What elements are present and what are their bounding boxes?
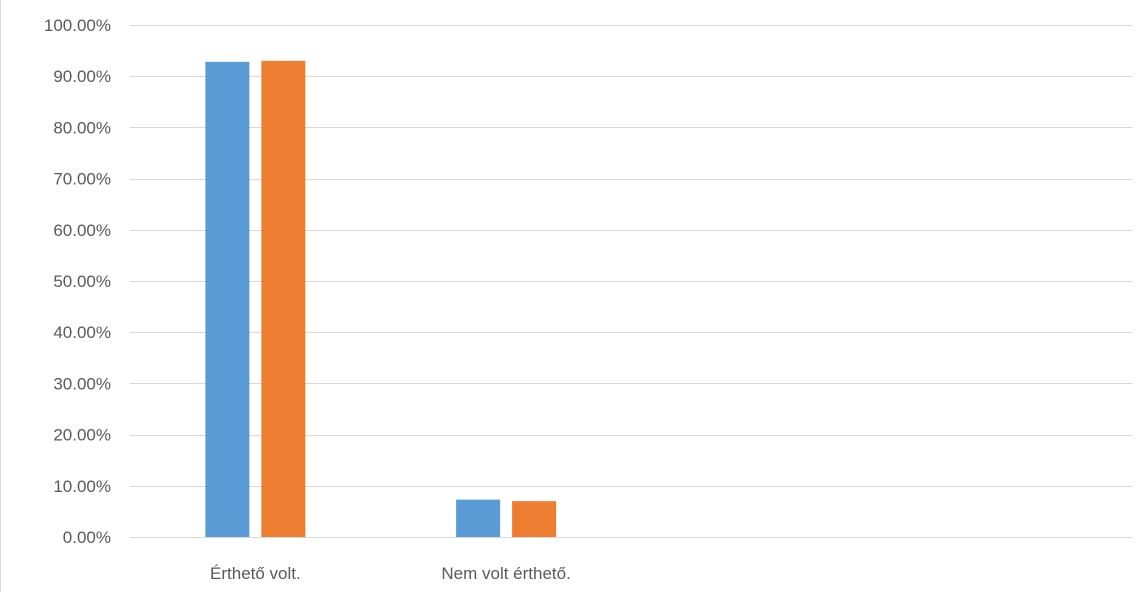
- y-tick-label: 30.00%: [53, 374, 111, 393]
- bars: [205, 60, 557, 538]
- y-axis-tick-labels: 0.00% 10.00% 20.00% 30.00% 40.00% 50.00% 60.00…: [44, 16, 111, 547]
- x-category-label: Érthető volt.: [210, 564, 301, 583]
- y-tick-label: 60.00%: [53, 221, 111, 240]
- y-tick-label: 80.00%: [53, 118, 111, 137]
- y-tick-label: 70.00%: [53, 170, 111, 189]
- bar-series-1-category-1: [205, 61, 250, 537]
- bar-series-2-category-2: [512, 501, 557, 537]
- y-tick-label: 0.00%: [63, 528, 111, 547]
- x-axis-category-labels: Érthető volt. Nem volt érthető.: [210, 564, 571, 583]
- y-tick-label: 40.00%: [53, 323, 111, 342]
- bar-series-2-category-1: [261, 60, 306, 538]
- y-tick-label: 90.00%: [53, 67, 111, 86]
- x-category-label: Nem volt érthető.: [441, 564, 570, 583]
- bar-series-1-category-2: [456, 499, 501, 537]
- y-tick-label: 20.00%: [53, 426, 111, 445]
- y-tick-label: 100.00%: [44, 16, 111, 35]
- y-tick-label: 50.00%: [53, 272, 111, 291]
- y-tick-label: 10.00%: [53, 477, 111, 496]
